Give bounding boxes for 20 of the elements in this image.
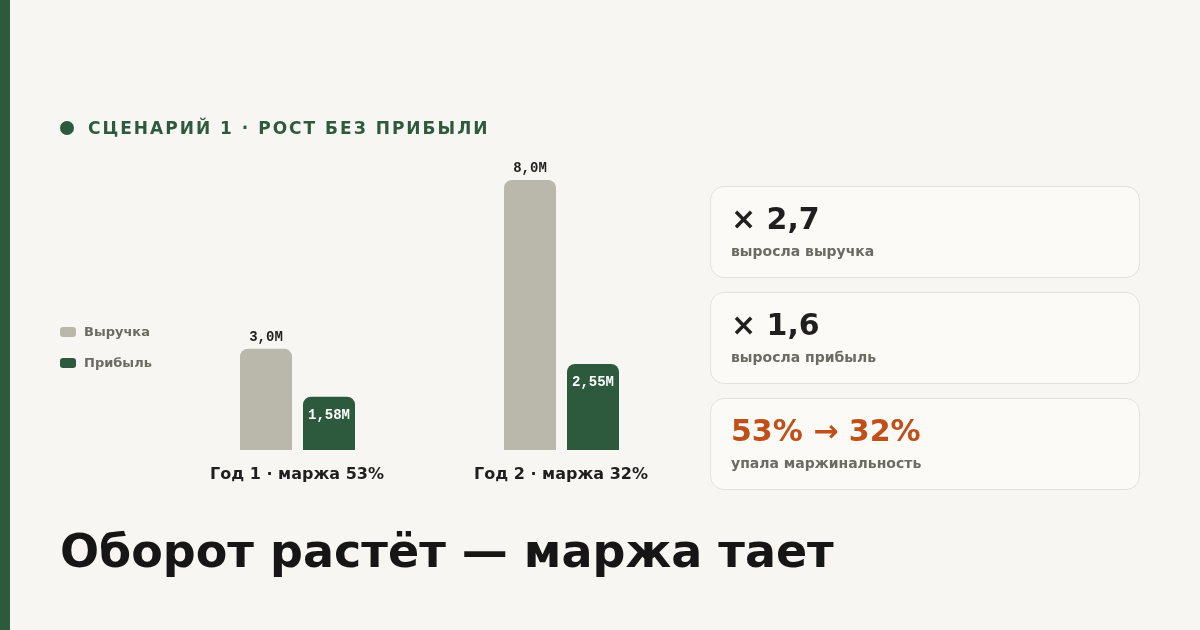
- legend-label: Прибыль: [84, 355, 152, 370]
- chart-subtitle: СЦЕНАРИЙ 1 · РОСТ БЕЗ ПРИБЫЛИ: [88, 118, 490, 138]
- text: Оборот растёт — маржа тает: [60, 524, 834, 578]
- bar: [303, 396, 355, 450]
- text: выросла прибыль: [731, 349, 878, 365]
- data-label: 1,58M: [307, 406, 351, 423]
- bar: [504, 180, 556, 450]
- x-tick-label: Год 2 · маржа 32%: [474, 464, 648, 484]
- bar: [240, 348, 292, 450]
- data-label: 2,55M: [571, 373, 615, 390]
- bar: [567, 363, 619, 450]
- legend-label: Выручка: [84, 324, 150, 339]
- text: упала маржинальность: [731, 455, 923, 471]
- text: × 1,6: [731, 307, 821, 343]
- data-label: 3,0M: [249, 328, 283, 345]
- data-label: 8,0M: [513, 160, 547, 176]
- text: выросла выручка: [731, 243, 876, 259]
- text: × 2,7: [731, 201, 821, 237]
- text: 53% → 32%: [731, 413, 922, 449]
- x-tick-label: Год 1 · маржа 53%: [210, 464, 384, 484]
